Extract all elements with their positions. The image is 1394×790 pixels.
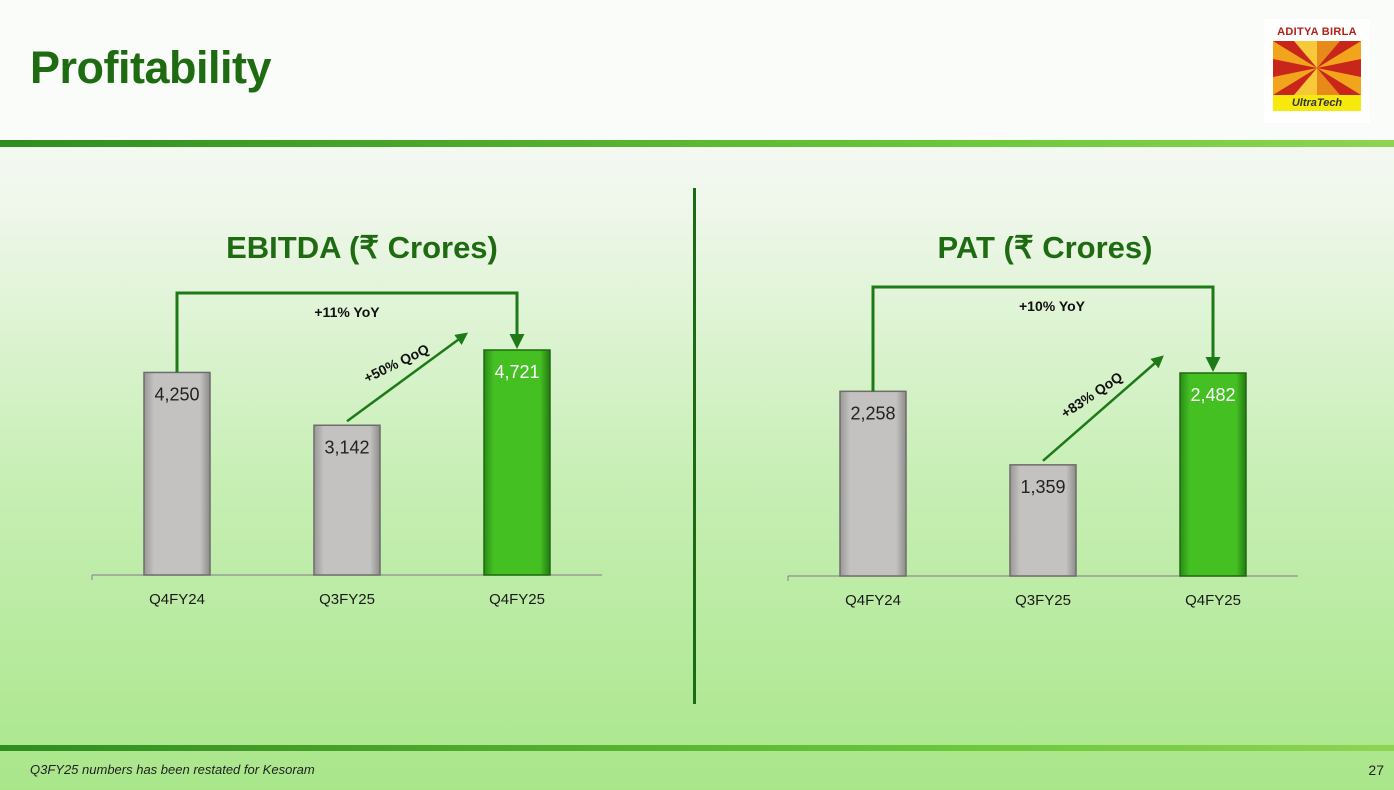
pat-bar-q3fy25 — [1009, 464, 1077, 577]
pat-tick-label: Q4FY24 — [845, 592, 901, 609]
ebitda-data-label: 4,250 — [154, 384, 199, 404]
page-title: Profitability — [30, 42, 272, 93]
logo-emblem-icon — [1273, 41, 1361, 95]
ebitda-yoy-arrow — [175, 291, 525, 373]
pat-data-label: 1,359 — [1020, 477, 1065, 497]
pat-bar-q4fy25 — [1179, 372, 1247, 577]
ebitda-bar-q4fy25 — [483, 349, 551, 576]
ebitda-bar-q3fy25 — [313, 424, 381, 576]
ebitda-yoy-annotation: +11% YoY — [314, 304, 380, 320]
pat-data-label: 2,482 — [1190, 385, 1235, 405]
ebitda-tick-label: Q4FY25 — [489, 591, 545, 608]
page-number: 27 — [1368, 762, 1384, 778]
panel-divider — [693, 188, 696, 704]
ebitda-tick-label: Q3FY25 — [319, 591, 375, 608]
ebitda-qoq-arrow — [346, 332, 469, 423]
pat-tick-label: Q3FY25 — [1015, 592, 1071, 609]
pat-yoy-arrow — [871, 285, 1221, 392]
footer-rule — [0, 745, 1394, 751]
ebitda-data-label: 4,721 — [494, 362, 539, 382]
header — [0, 0, 1394, 142]
pat-qoq-arrow — [1042, 355, 1164, 462]
pat-qoq-annotation: +83% QoQ — [1058, 368, 1125, 421]
ebitda-qoq-annotation: +50% QoQ — [361, 340, 431, 385]
ebitda-bar-q4fy24 — [143, 371, 211, 576]
ebitda-tick-label: Q4FY24 — [149, 591, 205, 608]
pat-bar-q4fy24 — [839, 390, 907, 577]
pat-data-label: 2,258 — [850, 403, 895, 423]
header-rule — [0, 140, 1394, 147]
company-logo: ADITYA BIRLA UltraTech — [1264, 19, 1370, 123]
pat-yoy-annotation: +10% YoY — [1019, 298, 1086, 314]
logo-sub-text: UltraTech — [1273, 95, 1361, 111]
footnote: Q3FY25 numbers has been restated for Kes… — [30, 762, 315, 777]
ebitda-data-label: 3,142 — [324, 437, 369, 457]
logo-brand-text: ADITYA BIRLA — [1277, 26, 1357, 38]
pat-chart-title: PAT (₹ Crores) — [937, 230, 1153, 265]
ebitda-chart-title: EBITDA (₹ Crores) — [226, 230, 498, 265]
pat-tick-label: Q4FY25 — [1185, 592, 1241, 609]
